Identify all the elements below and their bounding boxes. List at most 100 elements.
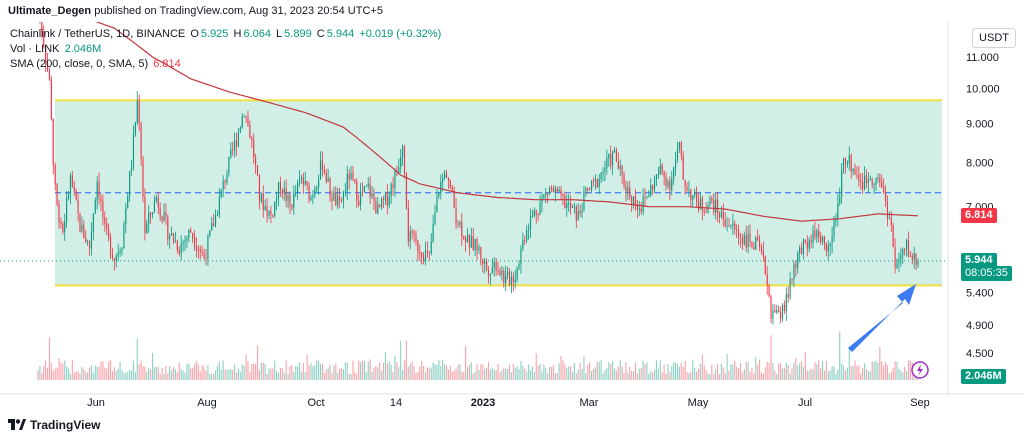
candle <box>837 193 839 227</box>
volume-bar <box>352 360 354 380</box>
candle <box>716 191 719 223</box>
candle <box>783 300 785 315</box>
publisher-name[interactable]: Ultimate_Degen <box>8 5 92 17</box>
candle <box>678 141 680 154</box>
candle <box>193 230 196 251</box>
candle <box>741 233 743 251</box>
candle <box>104 211 106 232</box>
legend-volume-label[interactable]: Vol · LINK <box>10 43 60 55</box>
candle <box>820 231 822 246</box>
candle <box>465 235 467 252</box>
sma-line[interactable] <box>76 22 919 222</box>
candle <box>449 179 451 190</box>
candle <box>776 304 778 315</box>
publish-header: Ultimate_Degen published on TradingView.… <box>0 0 1024 22</box>
candle <box>591 180 593 194</box>
legend-symbol[interactable]: Chainlink / TetherUS, 1D, BINANCE <box>10 28 186 40</box>
candle <box>125 202 127 234</box>
candle <box>281 188 283 199</box>
candle <box>642 188 644 216</box>
volume-bar <box>808 370 810 380</box>
candle <box>758 235 761 252</box>
last-price-tag: 5.944 <box>961 253 997 268</box>
volume-bar <box>505 368 507 380</box>
currency-button[interactable]: USDT <box>972 28 1016 48</box>
candle <box>501 265 503 281</box>
candle <box>197 245 199 259</box>
candle <box>764 255 766 276</box>
volume-bar <box>239 371 241 380</box>
candle <box>123 220 125 249</box>
legend-sma-label[interactable]: SMA (200, close, 0, SMA, 5) <box>10 58 149 70</box>
chart-area[interactable]: 11.00010.0009.0008.0007.0005.4004.9004.5… <box>0 22 1024 414</box>
candle <box>869 175 871 181</box>
volume-bar <box>193 364 196 380</box>
candle <box>323 164 325 175</box>
volume-bar <box>354 371 356 380</box>
candle <box>176 239 178 254</box>
volume-bar <box>94 365 96 380</box>
volume-bar <box>863 363 866 380</box>
candle <box>652 184 654 196</box>
volume-bar <box>266 373 268 380</box>
volume-bar <box>373 367 375 380</box>
candle <box>222 175 224 198</box>
candles[interactable] <box>37 22 919 325</box>
candle <box>526 225 528 244</box>
candle <box>718 211 721 224</box>
volume-bar <box>776 373 778 380</box>
volume-bar <box>340 368 343 380</box>
candle <box>711 195 713 205</box>
volume-bar <box>218 361 220 380</box>
legend-low-value: 5.899 <box>284 28 312 40</box>
volume-bar <box>612 360 614 380</box>
volume-bar <box>428 368 430 380</box>
volume-bar <box>886 364 889 380</box>
legend-volume-value: 2.046M <box>64 43 102 55</box>
volume-bar <box>331 372 333 380</box>
volume-bar <box>671 366 673 380</box>
volume-bar <box>432 362 434 380</box>
candle <box>554 185 556 202</box>
volume-bar <box>426 367 428 380</box>
volume-bar <box>842 365 845 380</box>
candle <box>772 303 774 325</box>
volume-bar <box>398 367 400 380</box>
volume-bar <box>747 362 749 380</box>
volume-bar <box>434 363 436 380</box>
candle <box>736 224 738 239</box>
volume-bar <box>554 373 556 380</box>
candle <box>596 178 598 188</box>
candle <box>825 242 827 257</box>
price-chart[interactable]: 11.00010.0009.0008.0007.0005.4004.9004.5… <box>0 22 1024 414</box>
candle <box>722 203 724 227</box>
annotation-arrow[interactable] <box>848 284 916 352</box>
volume-bar <box>37 370 39 380</box>
candle <box>230 142 232 159</box>
candle <box>249 120 251 139</box>
y-tick-label: 11.000 <box>966 52 999 64</box>
candle <box>319 151 322 181</box>
candle <box>575 204 577 229</box>
candle <box>285 179 287 208</box>
volume-bar <box>157 367 159 380</box>
tradingview-logo[interactable]: TradingView <box>8 418 100 432</box>
candle <box>335 186 337 207</box>
volume-bar <box>153 367 156 380</box>
candle <box>781 303 784 322</box>
volume-bar <box>652 372 654 380</box>
volume-bar <box>657 368 659 380</box>
candle <box>665 172 667 191</box>
candle <box>623 171 625 190</box>
volume-bar <box>321 363 323 380</box>
volume-bar <box>892 367 894 380</box>
volume-bar <box>877 362 879 380</box>
volume-bar <box>62 363 64 380</box>
candle <box>432 214 434 243</box>
volume-bar <box>800 361 803 380</box>
volume-bar <box>625 362 627 380</box>
candle <box>549 186 551 196</box>
candle <box>256 165 259 176</box>
candle <box>386 184 388 215</box>
candle <box>295 184 297 198</box>
